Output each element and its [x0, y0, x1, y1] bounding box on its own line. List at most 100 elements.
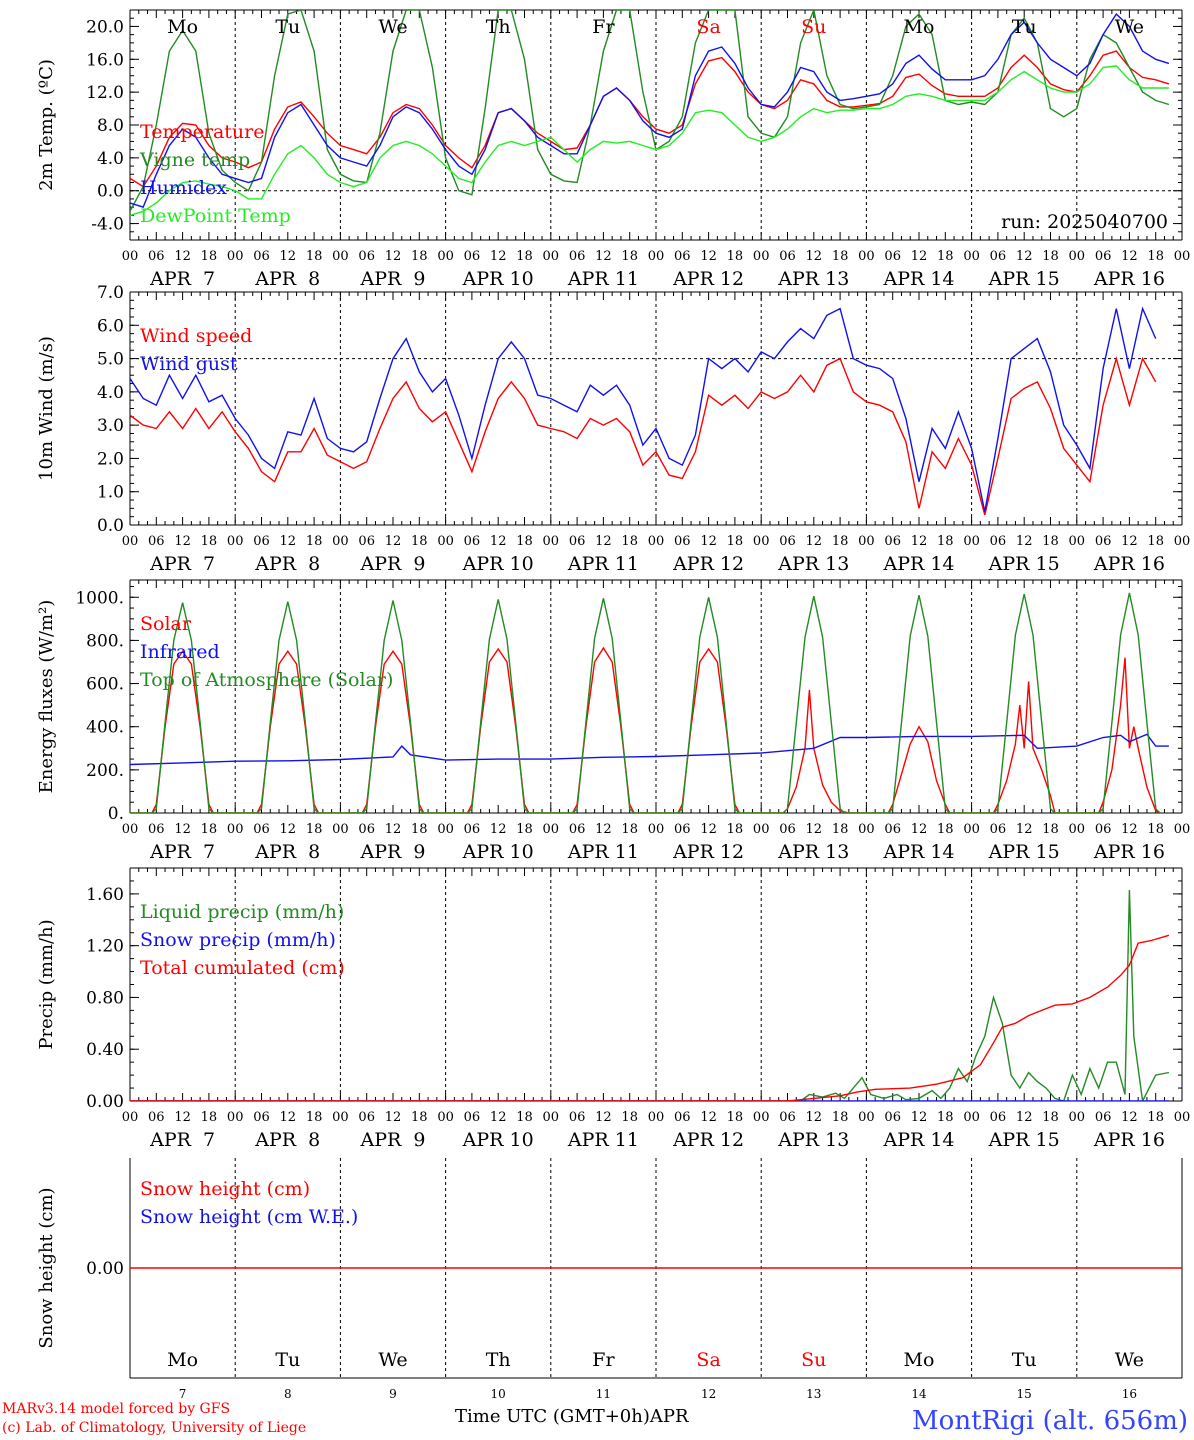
date-label: APR 16 [1093, 841, 1165, 863]
hour-tick-label: 12 [911, 822, 928, 837]
series-wind-speed [130, 356, 1157, 516]
date-label: APR 9 [360, 268, 426, 290]
hour-tick-label: 00 [543, 534, 560, 549]
weekday-label-bottom: We [378, 1349, 407, 1371]
legend-entry: Top of Atmosphere (Solar) [140, 669, 393, 691]
date-label: APR 12 [672, 268, 744, 290]
hour-tick-label: 12 [700, 822, 717, 837]
hour-tick-label: 00 [227, 1110, 244, 1125]
date-label: APR 16 [1093, 1129, 1165, 1151]
hour-tick-label: 18 [201, 1110, 218, 1125]
hour-tick-label: 12 [700, 249, 717, 264]
weekday-label: Su [801, 16, 826, 38]
hour-tick-label: 06 [464, 1110, 481, 1125]
hour-tick-label: 12 [280, 534, 297, 549]
hour-tick-label: 00 [227, 822, 244, 837]
y-tick-label: 0.0 [97, 182, 124, 202]
day-number-label: 14 [911, 1387, 927, 1401]
y-tick-label: 600. [86, 675, 124, 695]
weekday-label-bottom: Sa [696, 1349, 720, 1371]
hour-tick-label: 00 [1174, 249, 1191, 264]
hour-tick-label: 06 [990, 1110, 1007, 1125]
hour-tick-label: 00 [753, 822, 770, 837]
weekday-label: Th [486, 16, 511, 38]
hour-tick-label: 00 [332, 249, 349, 264]
x-axis-title: Time UTC (GMT+0h)APR [455, 1406, 689, 1427]
hour-tick-label: 06 [990, 534, 1007, 549]
hour-tick-label: 18 [306, 249, 323, 264]
date-label: APR 7 [149, 268, 215, 290]
hour-tick-label: 00 [332, 822, 349, 837]
y-tick-label: 0.00 [86, 1259, 124, 1279]
weekday-label: Tu [1012, 16, 1037, 38]
hour-tick-label: 18 [1042, 822, 1059, 837]
hour-tick-label: 00 [858, 1110, 875, 1125]
day-number-label: 7 [179, 1387, 187, 1401]
hour-tick-label: 06 [990, 822, 1007, 837]
hour-tick-label: 12 [385, 534, 402, 549]
hour-tick-label: 12 [490, 1110, 507, 1125]
hour-tick-label: 00 [1069, 822, 1086, 837]
weekday-label: Fr [592, 16, 615, 38]
hour-tick-label: 12 [490, 822, 507, 837]
hour-tick-label: 12 [806, 534, 823, 549]
hour-tick-label: 00 [648, 534, 665, 549]
weekday-label-bottom: Su [801, 1349, 826, 1371]
date-label: APR 13 [777, 841, 849, 863]
hour-tick-label: 00 [122, 249, 139, 264]
hour-tick-label: 12 [174, 534, 191, 549]
hour-tick-label: 00 [1174, 1110, 1191, 1125]
lab-credit: (c) Lab. of Climatology, University of L… [2, 1420, 307, 1436]
day-number-label: 16 [1122, 1387, 1137, 1401]
hour-tick-label: 00 [1174, 822, 1191, 837]
date-label: APR 14 [882, 841, 954, 863]
weekday-label-bottom: Mo [904, 1349, 935, 1371]
panel-precip: 00 06 12 18 00 06 12 18 00 06 12 18 00 06 12 18 00 06 12 18… [36, 867, 1191, 1151]
hour-tick-label: 00 [648, 822, 665, 837]
hour-tick-label: 00 [753, 534, 770, 549]
hour-tick-label: 18 [306, 1110, 323, 1125]
hour-tick-label: 12 [700, 1110, 717, 1125]
hour-tick-label: 18 [306, 534, 323, 549]
hour-tick-label: 06 [1095, 249, 1112, 264]
hour-tick-label: 00 [753, 249, 770, 264]
hour-tick-label: 12 [1121, 822, 1138, 837]
weekday-label-bottom: Mo [167, 1349, 198, 1371]
hour-tick-label: 06 [358, 534, 375, 549]
weekday-label: Tu [275, 16, 300, 38]
hour-tick-label: 00 [963, 534, 980, 549]
hour-tick-label: 06 [674, 822, 691, 837]
date-label: APR 11 [567, 1129, 639, 1151]
hour-tick-label: 18 [411, 534, 428, 549]
hour-tick-label: 12 [1016, 534, 1033, 549]
hour-tick-label: 00 [543, 249, 560, 264]
hour-tick-label: 06 [148, 534, 165, 549]
date-label: APR 10 [462, 268, 534, 290]
date-label: APR 12 [672, 1129, 744, 1151]
hour-tick-label: 06 [253, 1110, 270, 1125]
day-number-label: 10 [491, 1387, 506, 1401]
hour-tick-label: 00 [753, 1110, 770, 1125]
hour-tick-label: 12 [385, 1110, 402, 1125]
hour-tick-label: 00 [858, 822, 875, 837]
hour-tick-label: 00 [122, 822, 139, 837]
hour-tick-label: 18 [1147, 534, 1164, 549]
series-wind-gust [130, 306, 1157, 512]
date-label: APR 8 [254, 1129, 320, 1151]
x-axis-month: APR [649, 1406, 689, 1427]
date-label: APR 7 [149, 553, 215, 575]
hour-tick-label: 18 [727, 822, 744, 837]
hour-tick-label: 06 [253, 249, 270, 264]
date-label: APR 14 [882, 553, 954, 575]
hour-tick-label: 06 [569, 249, 586, 264]
hour-tick-label: 06 [464, 249, 481, 264]
hour-tick-label: 06 [569, 534, 586, 549]
panel-wind: 00 06 12 18 00 06 12 18 00 06 12 18 00 06 12 18 00 06 12 18… [36, 283, 1190, 575]
y-tick-label: 200. [86, 761, 124, 781]
date-label: APR 7 [149, 1129, 215, 1151]
hour-tick-label: 06 [884, 249, 901, 264]
hour-tick-label: 06 [674, 249, 691, 264]
hour-tick-label: 12 [385, 249, 402, 264]
date-label: APR 16 [1093, 268, 1165, 290]
